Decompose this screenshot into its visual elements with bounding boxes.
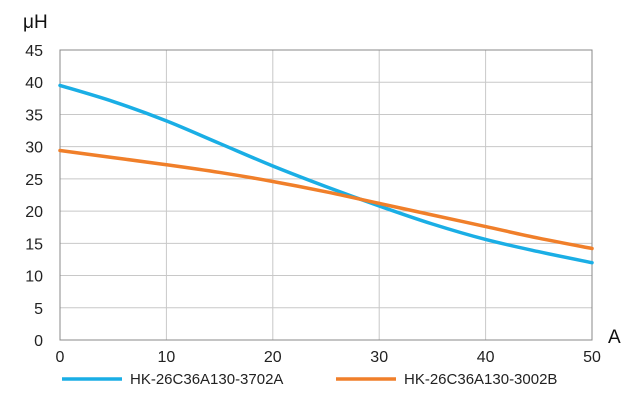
y-tick-label-0: 0 <box>34 333 43 350</box>
legend-entry-0: HK-26C36A130-3702A <box>130 371 283 388</box>
legend: HK-26C36A130-3702A HK-26C36A130-3002B <box>62 371 557 388</box>
x-tick-label-4: 40 <box>477 349 495 366</box>
x-tick-label-3: 30 <box>370 349 388 366</box>
series-lines <box>58 83 594 265</box>
legend-entry-1: HK-26C36A130-3002B <box>404 371 557 388</box>
plot-frame <box>59 49 593 341</box>
y-tick-label-2: 10 <box>25 269 43 286</box>
x-tick-label-0: 0 <box>56 349 65 366</box>
y-tick-label-4: 20 <box>25 204 43 221</box>
y-tick-label-3: 15 <box>25 236 43 253</box>
x-axis-ticks: 0 10 20 30 40 50 <box>56 349 601 366</box>
y-tick-label-6: 30 <box>25 140 43 157</box>
y-tick-label-8: 40 <box>25 75 43 92</box>
x-tick-label-5: 50 <box>583 349 601 366</box>
series-line-0 <box>58 83 594 265</box>
y-tick-label-9: 45 <box>25 43 43 60</box>
y-tick-label-1: 5 <box>34 301 43 318</box>
y-axis-ticks: 0 5 10 15 20 25 30 35 40 45 <box>25 43 43 350</box>
y-tick-label-7: 35 <box>25 107 43 124</box>
series-line-1 <box>58 148 594 251</box>
grid <box>60 50 592 340</box>
y-axis-label: μH <box>23 12 48 33</box>
x-tick-label-2: 20 <box>264 349 282 366</box>
x-tick-label-1: 10 <box>158 349 176 366</box>
x-axis-label: A <box>608 327 621 348</box>
y-tick-label-5: 25 <box>25 172 43 189</box>
